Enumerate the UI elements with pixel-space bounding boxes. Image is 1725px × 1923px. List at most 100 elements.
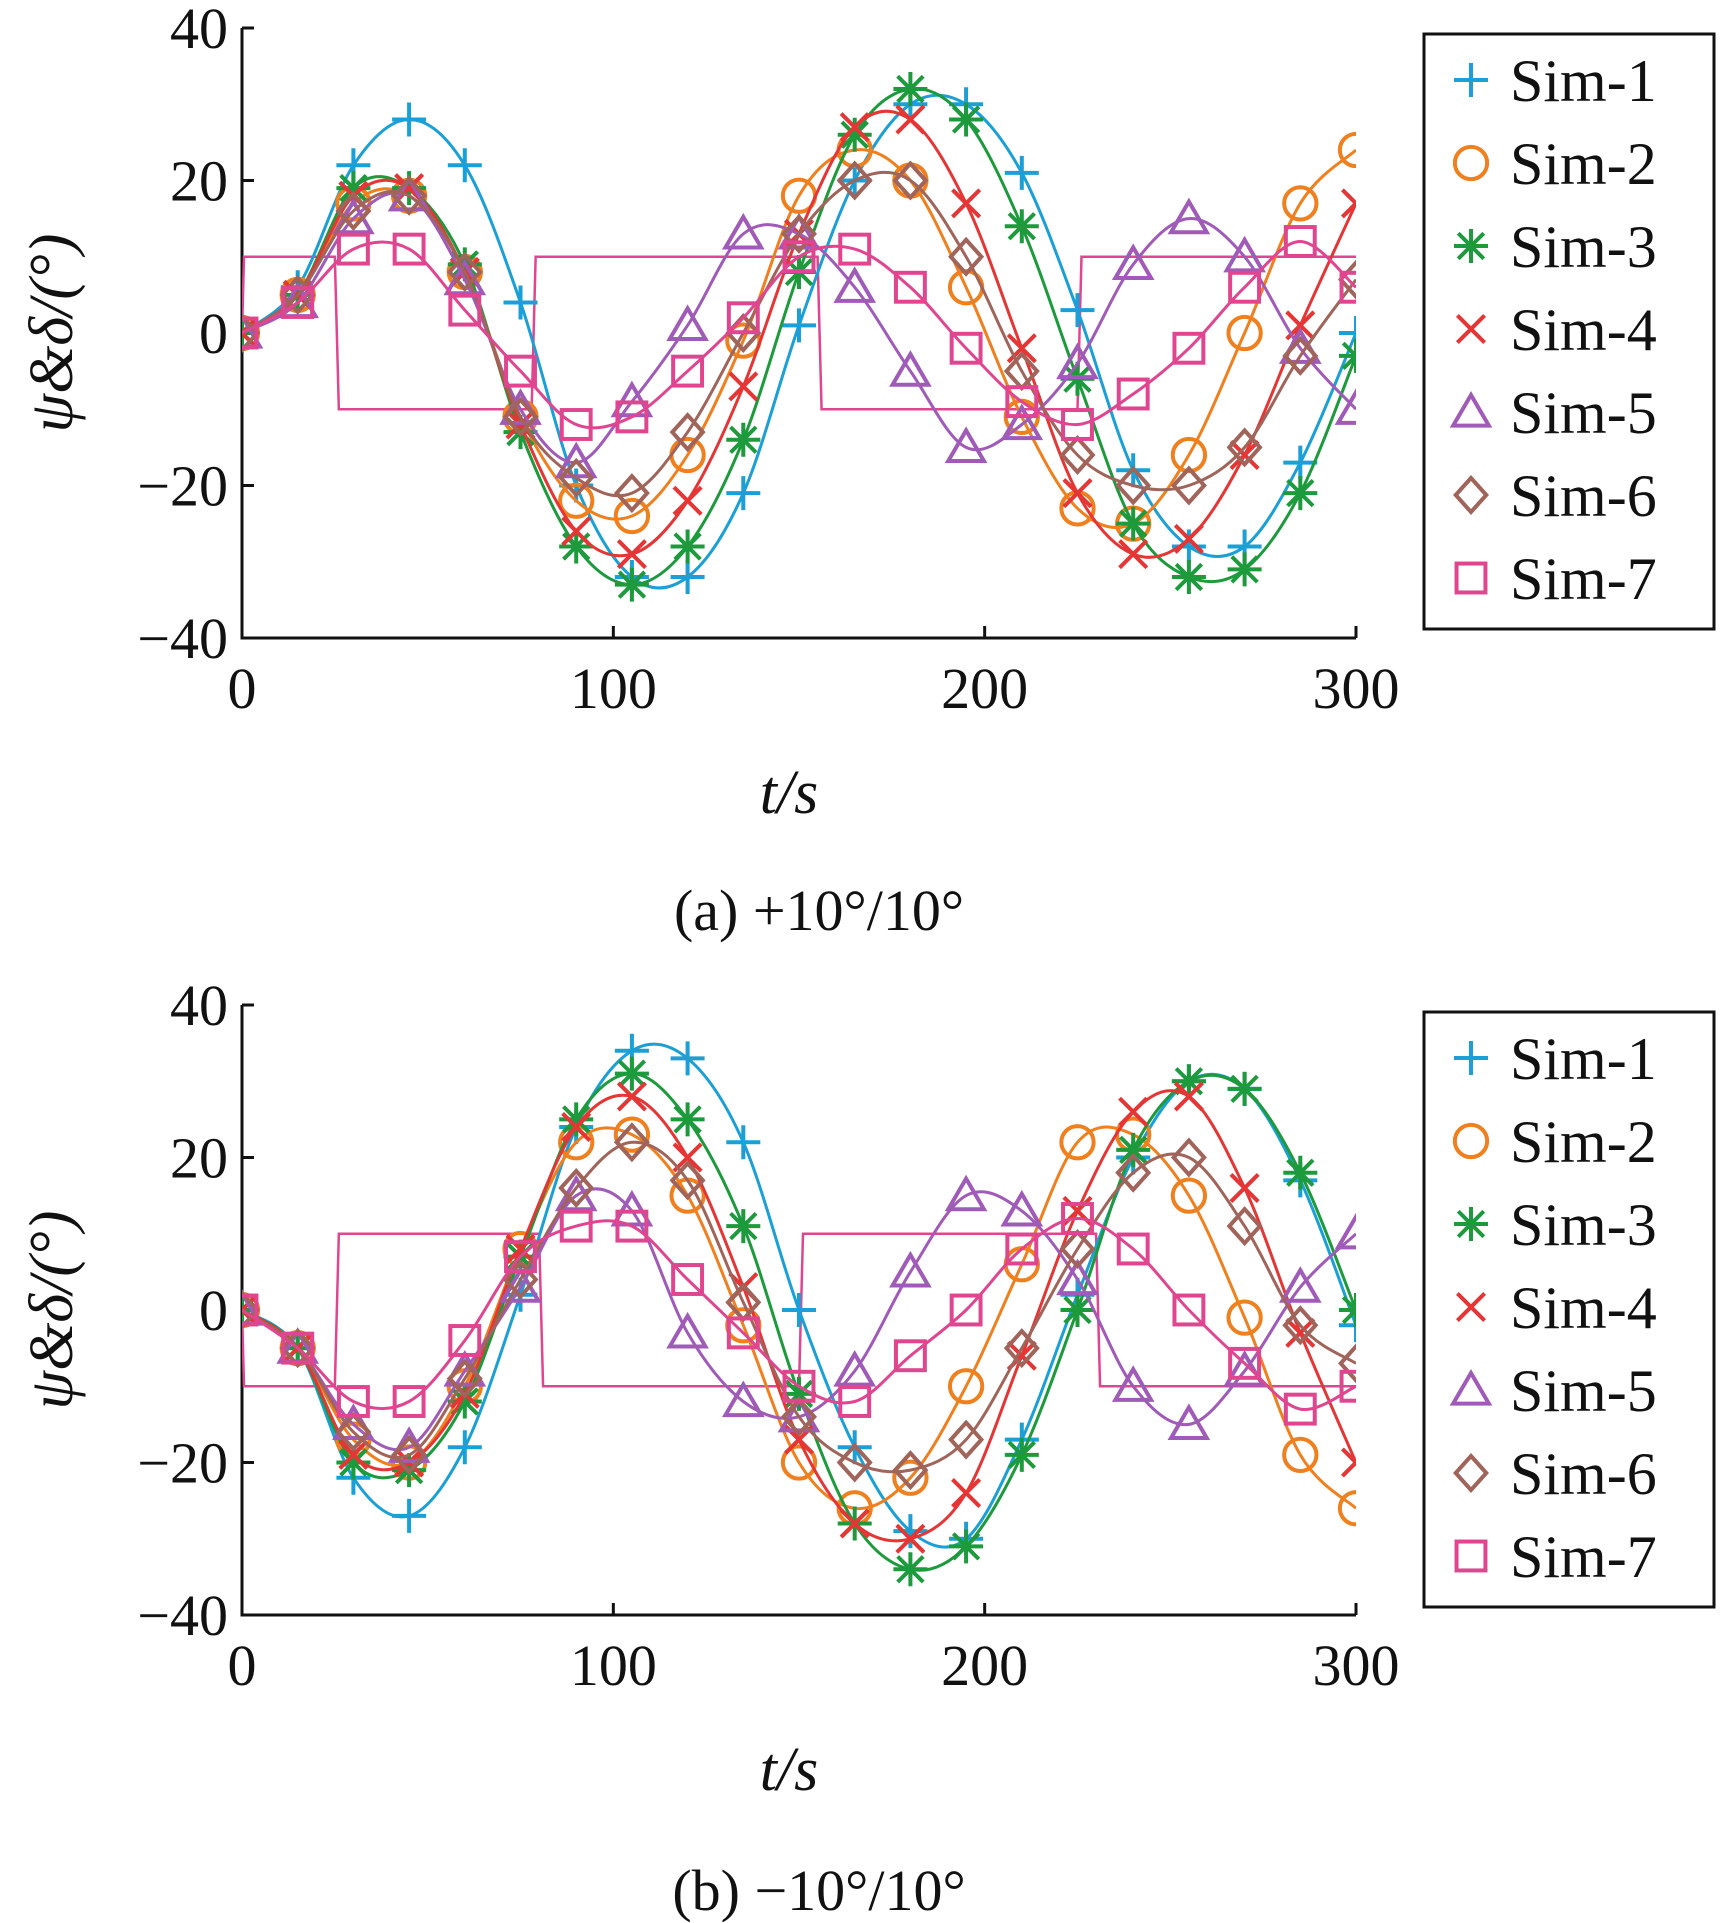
data-point-sim-5 xyxy=(833,266,877,303)
panel-caption: (a) +10°/10° xyxy=(674,878,964,943)
data-point-sim-2 xyxy=(780,1444,818,1481)
legend-label: Sim-2 xyxy=(1510,131,1657,197)
data-point-sim-6 xyxy=(1115,465,1152,506)
legend-label: Sim-4 xyxy=(1510,297,1657,363)
data-point-sim-7 xyxy=(949,1293,983,1327)
legend-marker-sim-1 xyxy=(1454,63,1488,97)
data-point-sim-5 xyxy=(944,426,988,463)
data-point-sim-3 xyxy=(1283,1155,1318,1190)
data-point-sim-7 xyxy=(448,293,482,327)
y-tick-label: −20 xyxy=(137,454,228,519)
data-point-sim-4 xyxy=(1229,1172,1260,1204)
data-point-sim-6 xyxy=(391,1434,428,1475)
data-point-sim-6 xyxy=(781,213,817,254)
data-point-sim-1 xyxy=(1004,155,1039,190)
data-point-sim-7 xyxy=(504,1240,537,1274)
data-point-sim-2 xyxy=(892,1459,929,1496)
data-point-sim-7 xyxy=(1339,1369,1356,1403)
data-point-sim-7 xyxy=(1172,331,1206,365)
data-point-sim-5 xyxy=(1167,197,1211,235)
data-point-sim-4 xyxy=(951,188,982,219)
data-point-sim-3 xyxy=(893,72,928,106)
data-point-sim-7 xyxy=(1172,1293,1206,1327)
data-point-sim-2 xyxy=(1282,185,1319,222)
legend-label: Sim-3 xyxy=(1510,1192,1657,1258)
data-point-sim-6 xyxy=(446,1358,483,1399)
data-point-sim-6 xyxy=(613,1122,650,1163)
data-point-sim-7 xyxy=(1116,377,1150,411)
data-point-sim-3 xyxy=(1227,552,1262,587)
data-point-sim-3 xyxy=(670,1102,705,1137)
data-point-sim-4 xyxy=(728,371,759,402)
data-point-sim-3 xyxy=(949,1529,984,1564)
data-point-sim-6 xyxy=(1282,335,1319,376)
data-point-sim-1 xyxy=(1283,445,1318,480)
data-point-sim-5 xyxy=(387,174,431,212)
plot-area xyxy=(242,72,1356,602)
data-point-sim-3 xyxy=(1171,1064,1206,1099)
data-point-sim-7 xyxy=(281,1331,315,1365)
data-point-sim-3 xyxy=(559,1102,594,1137)
data-point-sim-7 xyxy=(893,1339,927,1373)
data-point-sim-5 xyxy=(666,1311,709,1349)
data-point-sim-1 xyxy=(447,1430,482,1465)
y-tick-label: 0 xyxy=(199,301,228,366)
series-line-sim-5 xyxy=(242,191,1356,465)
data-point-sim-5 xyxy=(777,1395,821,1433)
data-point-sim-6 xyxy=(1003,1328,1040,1369)
rudder-angle-line xyxy=(242,255,1356,411)
data-point-sim-1 xyxy=(670,1041,705,1076)
x-axis-label: t/s xyxy=(760,1736,819,1804)
data-point-sim-6 xyxy=(1282,1305,1319,1346)
y-tick-label: 40 xyxy=(170,0,228,61)
data-point-sim-6 xyxy=(1059,435,1096,475)
data-point-sim-1 xyxy=(447,148,482,183)
data-point-sim-5 xyxy=(833,1350,877,1387)
data-point-sim-7 xyxy=(1228,1346,1262,1380)
x-tick-label: 200 xyxy=(941,656,1028,721)
data-point-sim-5 xyxy=(1111,243,1155,280)
x-axis-label: t/s xyxy=(760,759,819,827)
x-tick-label: 0 xyxy=(228,656,257,721)
data-point-sim-3 xyxy=(336,1445,371,1480)
data-point-sim-7 xyxy=(671,354,705,388)
data-point-sim-7 xyxy=(281,286,315,319)
data-point-sim-2 xyxy=(613,497,651,535)
legend-label: Sim-7 xyxy=(1510,1524,1657,1590)
data-point-sim-7 xyxy=(782,1369,816,1403)
data-point-sim-1 xyxy=(1339,1308,1356,1343)
data-point-sim-5 xyxy=(721,212,765,250)
data-point-sim-7 xyxy=(1061,408,1094,441)
data-point-sim-4 xyxy=(951,1477,982,1509)
data-point-sim-6 xyxy=(242,1290,260,1330)
data-point-sim-5 xyxy=(1223,1350,1266,1387)
data-point-sim-3 xyxy=(893,1552,928,1587)
data-point-sim-3 xyxy=(670,529,705,564)
data-point-sim-7 xyxy=(726,1316,760,1350)
data-point-sim-3 xyxy=(559,529,594,564)
data-point-sim-4 xyxy=(1229,439,1260,471)
data-point-sim-3 xyxy=(1339,338,1356,373)
data-point-sim-3 xyxy=(614,1056,649,1091)
data-point-sim-5 xyxy=(1278,1266,1322,1303)
data-point-sim-4 xyxy=(1173,1081,1204,1112)
rudder-angle-line xyxy=(242,1232,1356,1388)
data-point-sim-4 xyxy=(1173,523,1204,554)
data-point-sim-4 xyxy=(1006,333,1037,364)
data-point-sim-6 xyxy=(1170,465,1207,506)
data-point-sim-5 xyxy=(721,1380,765,1418)
data-point-sim-1 xyxy=(392,102,427,137)
data-point-sim-4 xyxy=(1118,1096,1149,1127)
data-point-sim-2 xyxy=(1337,1490,1356,1527)
legend-marker-sim-7 xyxy=(1454,561,1488,595)
data-point-sim-5 xyxy=(242,312,264,349)
data-point-sim-3 xyxy=(1171,560,1206,594)
legend-label: Sim-7 xyxy=(1510,546,1657,612)
data-point-sim-6 xyxy=(502,1259,539,1300)
data-point-sim-7 xyxy=(242,1293,259,1327)
legend-label: Sim-1 xyxy=(1510,48,1657,114)
data-point-sim-4 xyxy=(338,1439,369,1470)
legend-label: Sim-5 xyxy=(1510,380,1657,446)
